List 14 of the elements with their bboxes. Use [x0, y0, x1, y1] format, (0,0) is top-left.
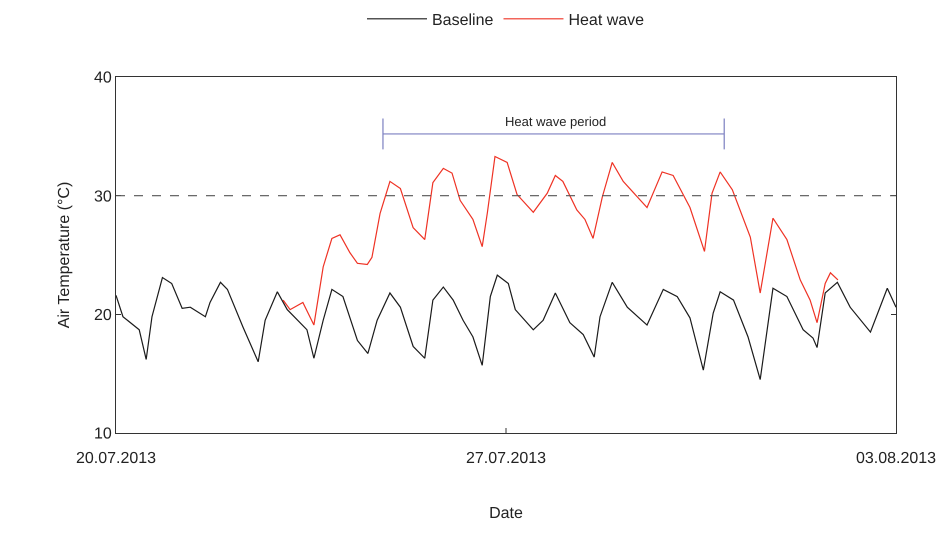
x-axis-title: Date: [489, 504, 523, 522]
y-tick-label: 40: [94, 70, 112, 87]
annotation: Heat wave period: [505, 114, 606, 129]
y-tick-label: 30: [94, 188, 112, 206]
y-tick-label: 10: [94, 426, 112, 443]
x-tick-label: 20.07.2013: [76, 450, 156, 468]
x-tick-label: 27.07.2013: [466, 450, 546, 468]
legend-label: Baseline: [432, 12, 494, 30]
x-tick-label: 03.08.2013: [856, 450, 936, 468]
line-series: [282, 156, 839, 326]
y-tick-label: 20: [94, 306, 112, 324]
legend-label: Heat wave: [568, 12, 644, 30]
line-series: [116, 274, 896, 380]
y-axis-title: Air Temperature (°C): [56, 182, 73, 328]
